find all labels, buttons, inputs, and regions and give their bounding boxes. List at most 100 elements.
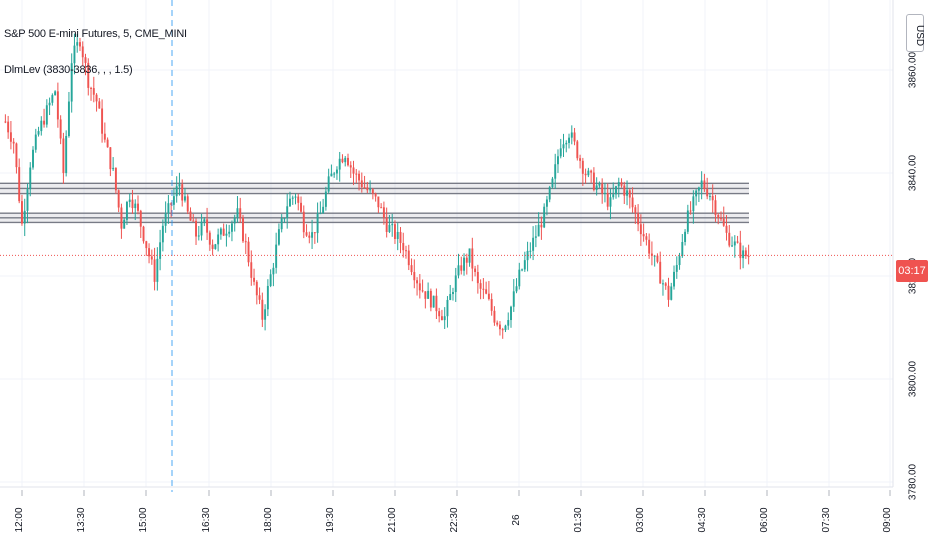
candle-body bbox=[468, 248, 471, 263]
candle-body bbox=[269, 274, 272, 286]
candle-body bbox=[45, 105, 48, 125]
candle-body bbox=[366, 187, 369, 191]
candle-body bbox=[255, 281, 258, 296]
candle-body bbox=[114, 167, 117, 191]
candle-body bbox=[222, 228, 225, 236]
candle-body bbox=[476, 271, 479, 284]
candle-body bbox=[145, 241, 148, 249]
candle-body bbox=[498, 324, 501, 330]
candle-body bbox=[407, 250, 410, 266]
candle-body bbox=[369, 189, 372, 191]
candle-body bbox=[432, 295, 435, 308]
candle-body bbox=[319, 213, 322, 215]
candle-body bbox=[244, 241, 247, 243]
candle-body bbox=[37, 131, 40, 135]
candle-body bbox=[416, 280, 419, 284]
candle-body bbox=[344, 157, 347, 163]
last-price-tag: 03:17 bbox=[896, 260, 928, 282]
candle-body bbox=[148, 248, 151, 257]
candle-body bbox=[443, 316, 446, 321]
candle-body bbox=[396, 231, 399, 239]
candle-body bbox=[186, 196, 189, 212]
time-axis[interactable]: 12:00 13:30 15:00 16:30 18:00 19:30 21:00 22:30… bbox=[0, 486, 893, 533]
candle-body bbox=[612, 194, 615, 198]
candle-body bbox=[667, 285, 670, 300]
candle-body bbox=[338, 158, 341, 170]
candle-body bbox=[529, 250, 532, 252]
candle-body bbox=[744, 250, 747, 257]
currency-button[interactable]: USD bbox=[906, 14, 925, 52]
candle-body bbox=[233, 217, 236, 224]
symbol-legend[interactable]: S&P 500 E-mini Futures, 5, CME_MINI bbox=[4, 28, 187, 40]
candle-body bbox=[76, 42, 79, 46]
candle-body bbox=[661, 283, 664, 285]
candle-body bbox=[23, 210, 26, 224]
candle-body bbox=[161, 225, 164, 243]
candle-body bbox=[195, 220, 197, 237]
candle-body bbox=[333, 173, 336, 175]
candle-body bbox=[418, 283, 421, 291]
candle-body bbox=[192, 220, 195, 222]
candle-body bbox=[689, 210, 692, 212]
candle-body bbox=[347, 157, 349, 166]
candle-body bbox=[697, 187, 700, 191]
x-tick-label: 13:30 bbox=[76, 507, 87, 532]
candle-body bbox=[134, 203, 137, 209]
candle-body bbox=[170, 203, 173, 205]
candle-body bbox=[103, 133, 106, 140]
x-tick-label: 09:00 bbox=[882, 507, 893, 532]
candle-body bbox=[706, 189, 709, 197]
candle-body bbox=[291, 197, 294, 199]
candle-body bbox=[609, 197, 612, 207]
candle-body bbox=[280, 218, 283, 230]
candle-body bbox=[335, 169, 338, 174]
candle-body bbox=[521, 269, 524, 271]
candle-body bbox=[410, 265, 413, 273]
candle-body bbox=[601, 183, 604, 194]
candle-body bbox=[225, 233, 228, 236]
candle-body bbox=[523, 260, 526, 270]
candle-body bbox=[106, 139, 109, 148]
candle-body bbox=[178, 184, 181, 187]
candle-body bbox=[90, 87, 93, 89]
candle-body bbox=[275, 244, 278, 268]
candle-body bbox=[355, 173, 358, 175]
candle-body bbox=[239, 208, 242, 218]
candle-body bbox=[98, 101, 101, 109]
candle-body bbox=[167, 203, 170, 214]
candle-body bbox=[731, 245, 734, 247]
candle-body bbox=[427, 290, 430, 299]
candle-body bbox=[305, 232, 308, 236]
candle-body bbox=[446, 299, 449, 317]
x-tick-label: 12:00 bbox=[14, 507, 25, 532]
candle-body bbox=[219, 228, 222, 235]
candle-body bbox=[308, 235, 311, 238]
candle-body bbox=[496, 322, 499, 325]
candle-body bbox=[639, 224, 642, 235]
candle-body bbox=[526, 250, 529, 261]
indicator-legend[interactable]: DlmLev (3830-3836, , , 1.5) bbox=[4, 64, 133, 76]
candle-body bbox=[388, 224, 391, 232]
level-bands bbox=[0, 182, 749, 224]
candle-body bbox=[12, 141, 15, 144]
candle-body bbox=[626, 190, 629, 196]
candle-body bbox=[606, 192, 609, 207]
candle-body bbox=[554, 164, 557, 179]
candle-body bbox=[277, 229, 280, 245]
candle-body bbox=[581, 160, 584, 174]
candle-body bbox=[374, 193, 377, 197]
candle-body bbox=[324, 191, 327, 207]
candle-body bbox=[302, 211, 305, 233]
candle-body bbox=[81, 46, 84, 58]
candle-body bbox=[217, 234, 220, 245]
candle-body bbox=[551, 178, 554, 188]
candle-body bbox=[393, 224, 396, 239]
candle-body bbox=[156, 258, 159, 282]
candle-body bbox=[584, 173, 587, 176]
candle-body bbox=[385, 217, 388, 232]
candle-body bbox=[501, 329, 504, 331]
candle-body bbox=[559, 148, 562, 157]
